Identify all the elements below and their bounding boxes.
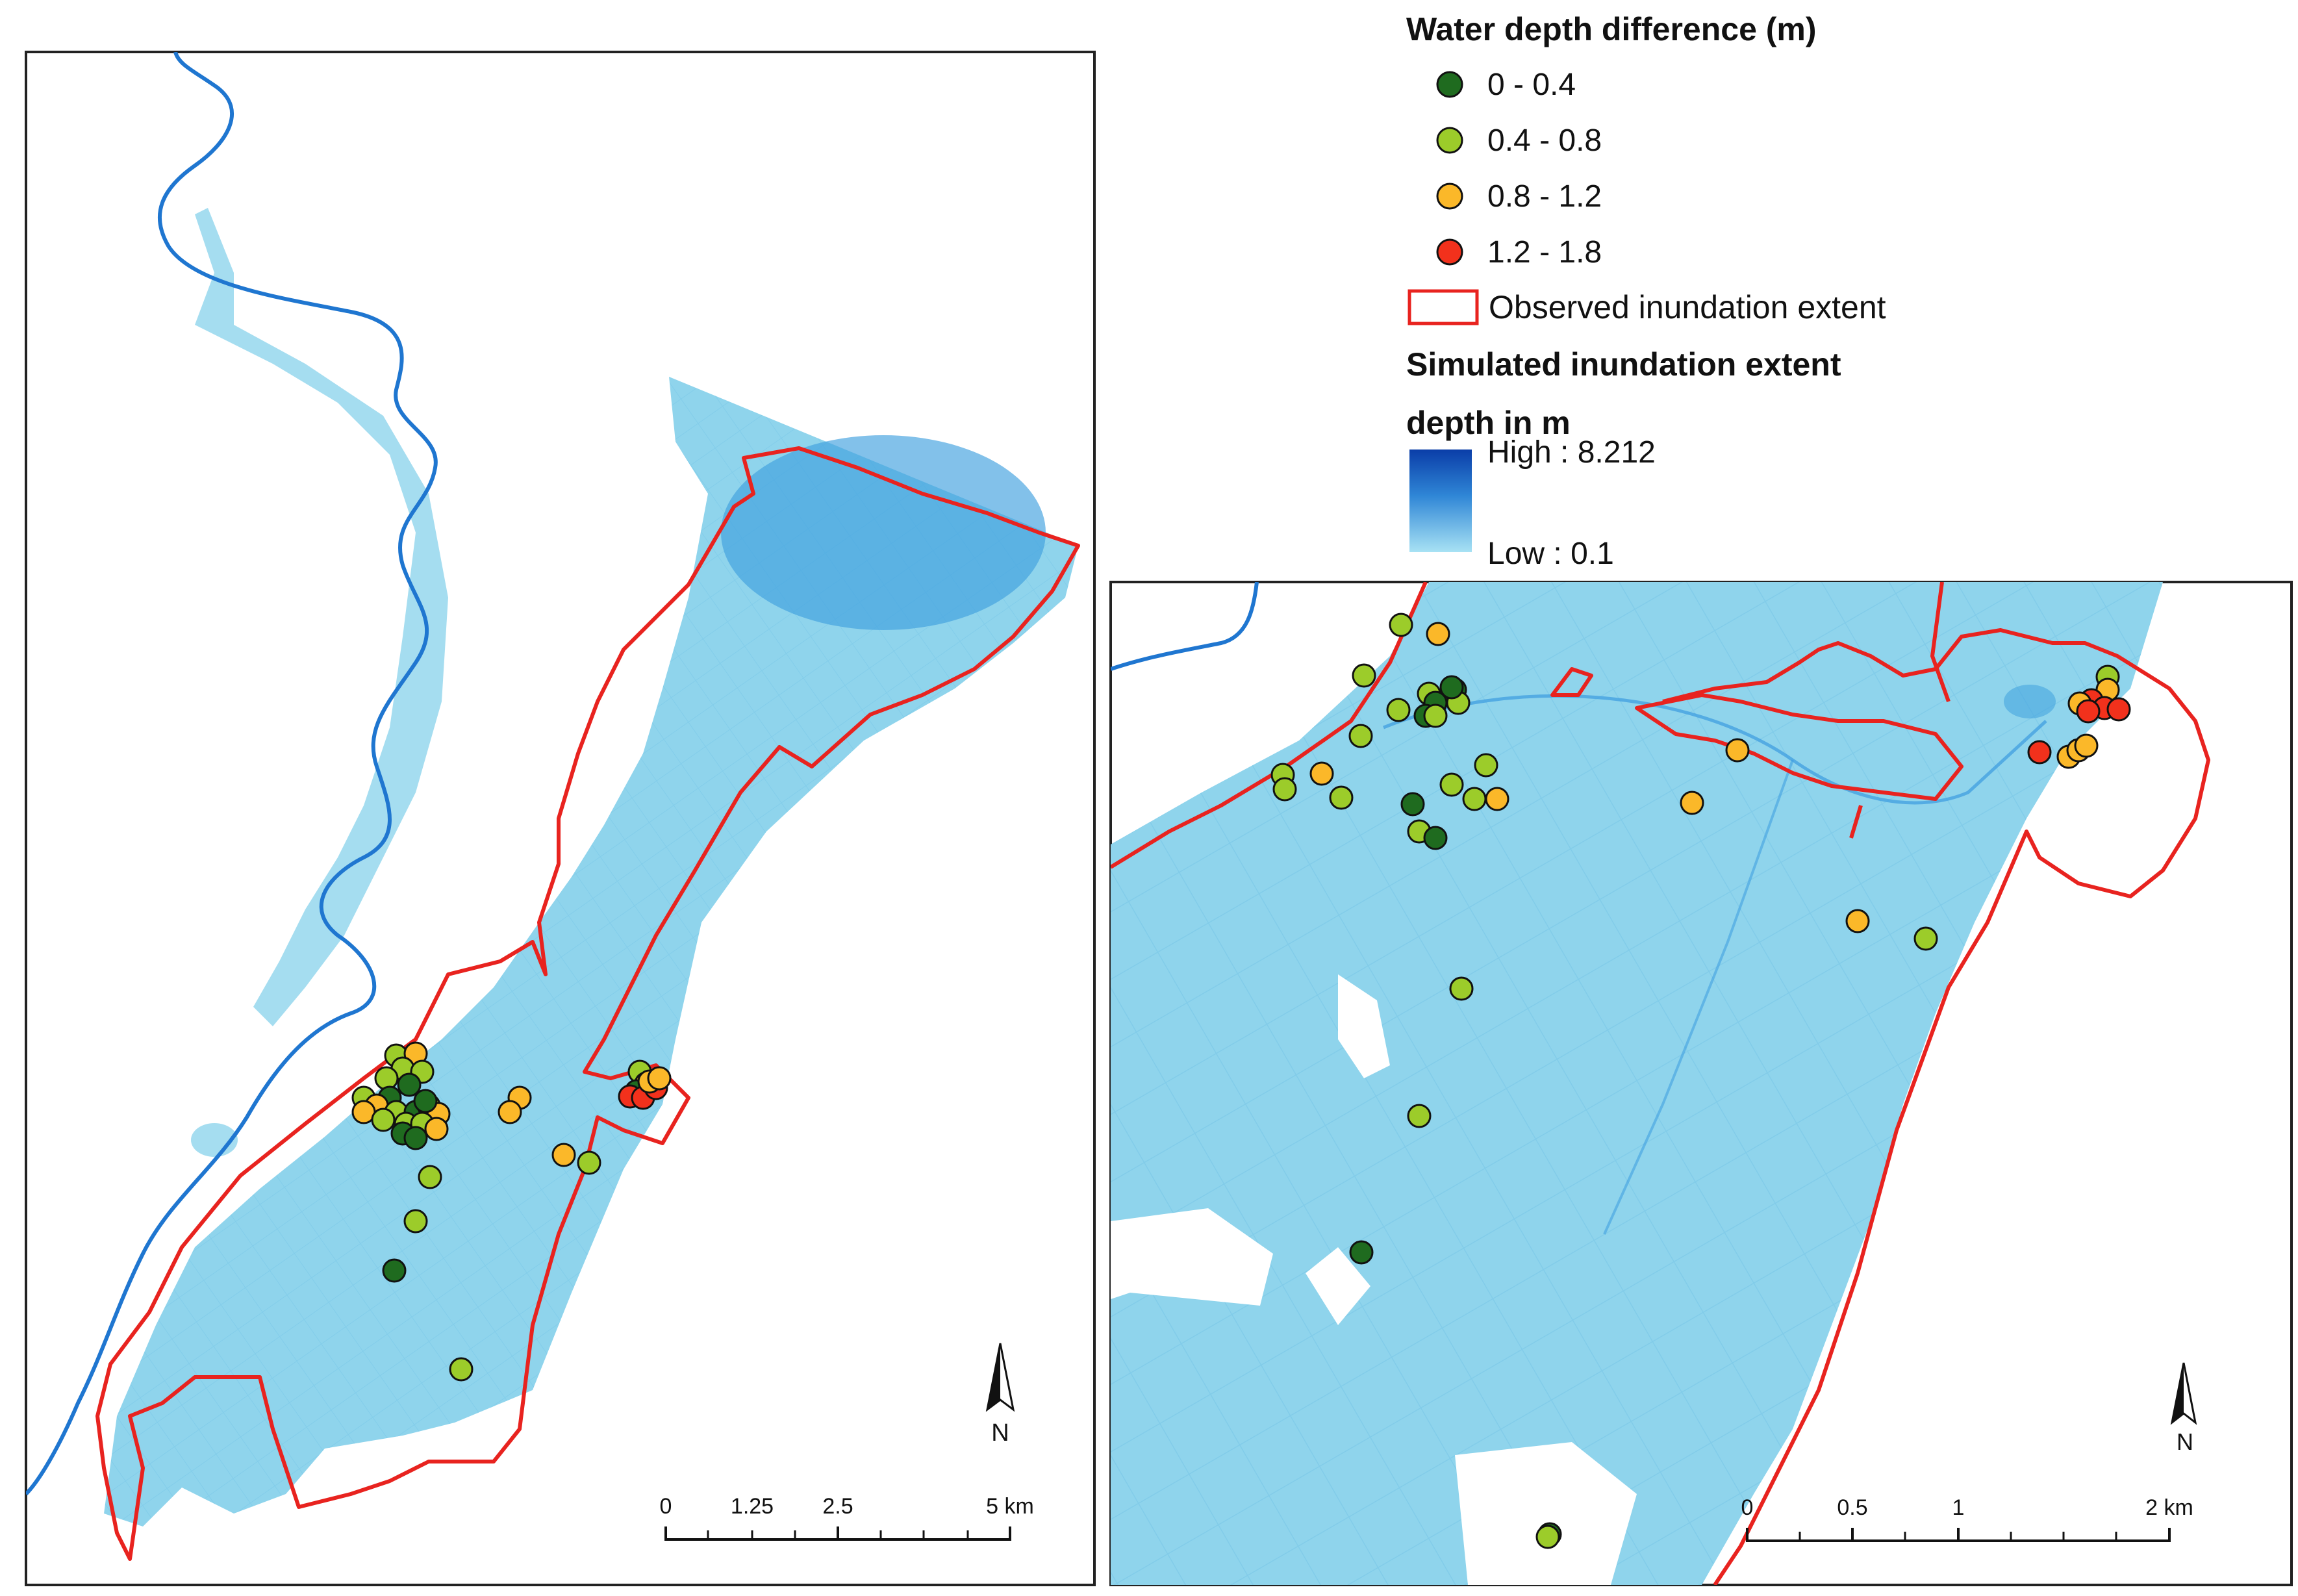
observation-point[interactable]: [1352, 663, 1376, 688]
legend: Water depth difference (m) 0 - 0.4 0.4 -…: [1406, 11, 1886, 571]
observation-point[interactable]: [1423, 826, 1448, 850]
scale-tick-label: 1.25: [731, 1494, 774, 1519]
detail-observed-extent: [1849, 805, 1863, 839]
observation-point[interactable]: [1449, 976, 1474, 1001]
observation-point[interactable]: [1272, 777, 1297, 802]
scale-tick-label: 5 km: [986, 1494, 1034, 1519]
detail-dry-patch: [1111, 1208, 1273, 1306]
overview-observation-points[interactable]: [351, 1041, 672, 1382]
observation-point[interactable]: [382, 1258, 407, 1283]
detail-field-texture: [1111, 582, 2163, 1585]
observation-point[interactable]: [577, 1150, 601, 1175]
observation-point[interactable]: [2106, 697, 2131, 722]
observation-point[interactable]: [1845, 909, 1870, 933]
overview-river: [26, 52, 438, 1496]
observation-point[interactable]: [647, 1066, 672, 1091]
scale-tick-label: 2.5: [822, 1494, 853, 1519]
detail-north-arrow: N: [2170, 1362, 2197, 1455]
scale-tick-label: 0: [660, 1494, 672, 1519]
observation-point[interactable]: [1400, 792, 1425, 817]
scale-tick-label: 2 km: [2145, 1495, 2193, 1520]
observation-point[interactable]: [1439, 772, 1464, 797]
detail-observed-extent: [1111, 582, 1428, 869]
observation-point[interactable]: [1348, 724, 1373, 748]
observation-point[interactable]: [1309, 761, 1334, 786]
legend-ramp-low: Low : 0.1: [1487, 537, 1614, 571]
legend-depth-title: depth in m: [1406, 405, 1571, 441]
detail-observed-extent: [1930, 582, 1951, 703]
observation-point[interactable]: [1680, 791, 1704, 815]
legend-swatch-class-1: [1436, 127, 1463, 154]
observation-point[interactable]: [1423, 703, 1448, 728]
legend-class-label: 0 - 0.4: [1487, 68, 1576, 102]
observation-point[interactable]: [403, 1209, 428, 1234]
detail-dry-patch: [1338, 974, 1390, 1078]
overview-river-floodplain: [156, 208, 448, 1026]
detail-observation-points[interactable]: [1270, 613, 2131, 1549]
legend-ramp-high: High : 8.212: [1487, 435, 1656, 470]
overview-scale-bar: 0 1.25 2.5 5 km: [660, 1494, 1034, 1541]
detail-observed-extent: [1662, 628, 2210, 1585]
legend-swatch-class-0: [1436, 71, 1463, 98]
observation-point[interactable]: [1485, 787, 1509, 811]
observation-point[interactable]: [1349, 1240, 1374, 1265]
observation-point[interactable]: [371, 1108, 396, 1132]
observation-point[interactable]: [449, 1357, 473, 1382]
observation-point[interactable]: [1535, 1525, 1560, 1549]
observation-point[interactable]: [1426, 622, 1450, 646]
observation-point[interactable]: [1474, 753, 1498, 778]
observation-point[interactable]: [2076, 699, 2101, 724]
legend-depth-ramp: [1409, 450, 1472, 552]
detail-scale-bar: 0 0.5 1 2 km: [1741, 1495, 2193, 1542]
detail-deep-water: [2004, 685, 2056, 718]
legend-class-label: 1.2 - 1.8: [1487, 235, 1602, 270]
scale-tick-label: 1: [1952, 1495, 1965, 1520]
observation-point[interactable]: [1462, 787, 1487, 811]
observation-point[interactable]: [2074, 733, 2099, 758]
overview-field-texture: [104, 377, 1078, 1526]
legend-swatch-class-3: [1436, 238, 1463, 266]
observation-point[interactable]: [498, 1100, 522, 1124]
scale-tick-label: 0.5: [1837, 1495, 1867, 1520]
detail-dry-patch: [1306, 1247, 1370, 1325]
scale-tick-label: 0: [1741, 1495, 1754, 1520]
overview-north-arrow: N: [985, 1343, 1015, 1447]
observation-point[interactable]: [374, 1066, 399, 1091]
north-arrow-half-icon: [987, 1343, 1000, 1410]
observation-point[interactable]: [1913, 926, 1938, 951]
observation-point[interactable]: [2027, 740, 2052, 765]
observation-point[interactable]: [413, 1089, 438, 1113]
legend-class-label: 0.8 - 1.2: [1487, 179, 1602, 214]
detail-observed-extent: [1550, 667, 1593, 697]
observation-point[interactable]: [424, 1117, 449, 1141]
observation-point[interactable]: [1439, 675, 1464, 700]
observation-point[interactable]: [1329, 785, 1354, 810]
detail-dry-patch: [1455, 1442, 1637, 1585]
legend-points-title: Water depth difference (m): [1406, 11, 1817, 47]
overview-deep-water: [721, 435, 1046, 630]
observation-point[interactable]: [551, 1143, 576, 1167]
observation-point[interactable]: [1725, 738, 1750, 763]
detail-river: [1111, 582, 1259, 671]
detail-north-label: N: [2177, 1428, 2193, 1455]
overview-map[interactable]: N 0 1.25 2.5 5 km: [25, 51, 1096, 1586]
observation-point[interactable]: [1389, 613, 1413, 637]
legend-swatch-class-2: [1436, 183, 1463, 210]
detail-canal: [1603, 759, 1794, 1235]
legend-observed-swatch: [1408, 289, 1479, 325]
legend-simulated-title: Simulated inundation extent: [1406, 346, 1841, 383]
observation-point[interactable]: [397, 1072, 422, 1097]
observation-point[interactable]: [403, 1126, 428, 1150]
legend-class-label: 0.4 - 0.8: [1487, 123, 1602, 158]
overview-observed-extent: [95, 446, 1080, 1561]
detail-canal: [1383, 694, 2047, 805]
detail-map[interactable]: N 0 0.5 1 2 km: [1109, 581, 2293, 1586]
observation-point[interactable]: [1407, 1104, 1432, 1128]
overview-north-label: N: [991, 1419, 1009, 1447]
legend-observed-label: Observed inundation extent: [1489, 289, 1886, 325]
north-arrow-half-icon: [2172, 1363, 2184, 1423]
observation-point[interactable]: [1386, 698, 1411, 722]
observation-point[interactable]: [418, 1165, 442, 1189]
